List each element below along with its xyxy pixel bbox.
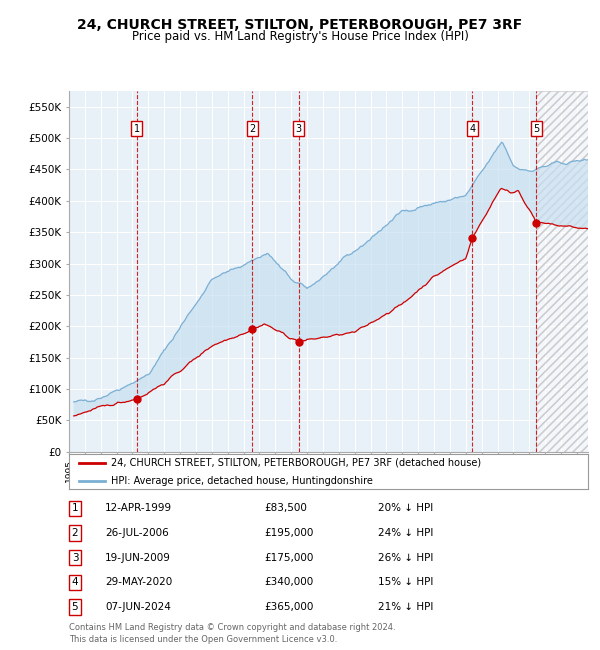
Text: 3: 3 [71,552,79,563]
Text: £83,500: £83,500 [264,503,307,514]
Text: £365,000: £365,000 [264,602,313,612]
Bar [536,91,588,452]
Text: £340,000: £340,000 [264,577,313,588]
Text: 24% ↓ HPI: 24% ↓ HPI [378,528,433,538]
Text: £195,000: £195,000 [264,528,313,538]
Text: 21% ↓ HPI: 21% ↓ HPI [378,602,433,612]
Text: 5: 5 [71,602,79,612]
Text: 3: 3 [295,124,302,134]
Text: 07-JUN-2024: 07-JUN-2024 [105,602,171,612]
Text: 4: 4 [469,124,475,134]
Text: 5: 5 [533,124,539,134]
Text: 1: 1 [71,503,79,514]
Text: 2: 2 [250,124,256,134]
Text: 4: 4 [71,577,79,588]
Text: 1: 1 [134,124,140,134]
Text: Contains HM Land Registry data © Crown copyright and database right 2024.
This d: Contains HM Land Registry data © Crown c… [69,623,395,644]
Text: 24, CHURCH STREET, STILTON, PETERBOROUGH, PE7 3RF (detached house): 24, CHURCH STREET, STILTON, PETERBOROUGH… [110,458,481,467]
Text: 24, CHURCH STREET, STILTON, PETERBOROUGH, PE7 3RF: 24, CHURCH STREET, STILTON, PETERBOROUGH… [77,18,523,32]
Text: 2: 2 [71,528,79,538]
Text: 12-APR-1999: 12-APR-1999 [105,503,172,514]
Text: 19-JUN-2009: 19-JUN-2009 [105,552,171,563]
Text: 15% ↓ HPI: 15% ↓ HPI [378,577,433,588]
Text: 26% ↓ HPI: 26% ↓ HPI [378,552,433,563]
Text: Price paid vs. HM Land Registry's House Price Index (HPI): Price paid vs. HM Land Registry's House … [131,30,469,43]
Text: £175,000: £175,000 [264,552,313,563]
Text: 20% ↓ HPI: 20% ↓ HPI [378,503,433,514]
Text: 29-MAY-2020: 29-MAY-2020 [105,577,172,588]
Text: 26-JUL-2006: 26-JUL-2006 [105,528,169,538]
Bar [536,91,588,452]
Text: HPI: Average price, detached house, Huntingdonshire: HPI: Average price, detached house, Hunt… [110,476,373,486]
